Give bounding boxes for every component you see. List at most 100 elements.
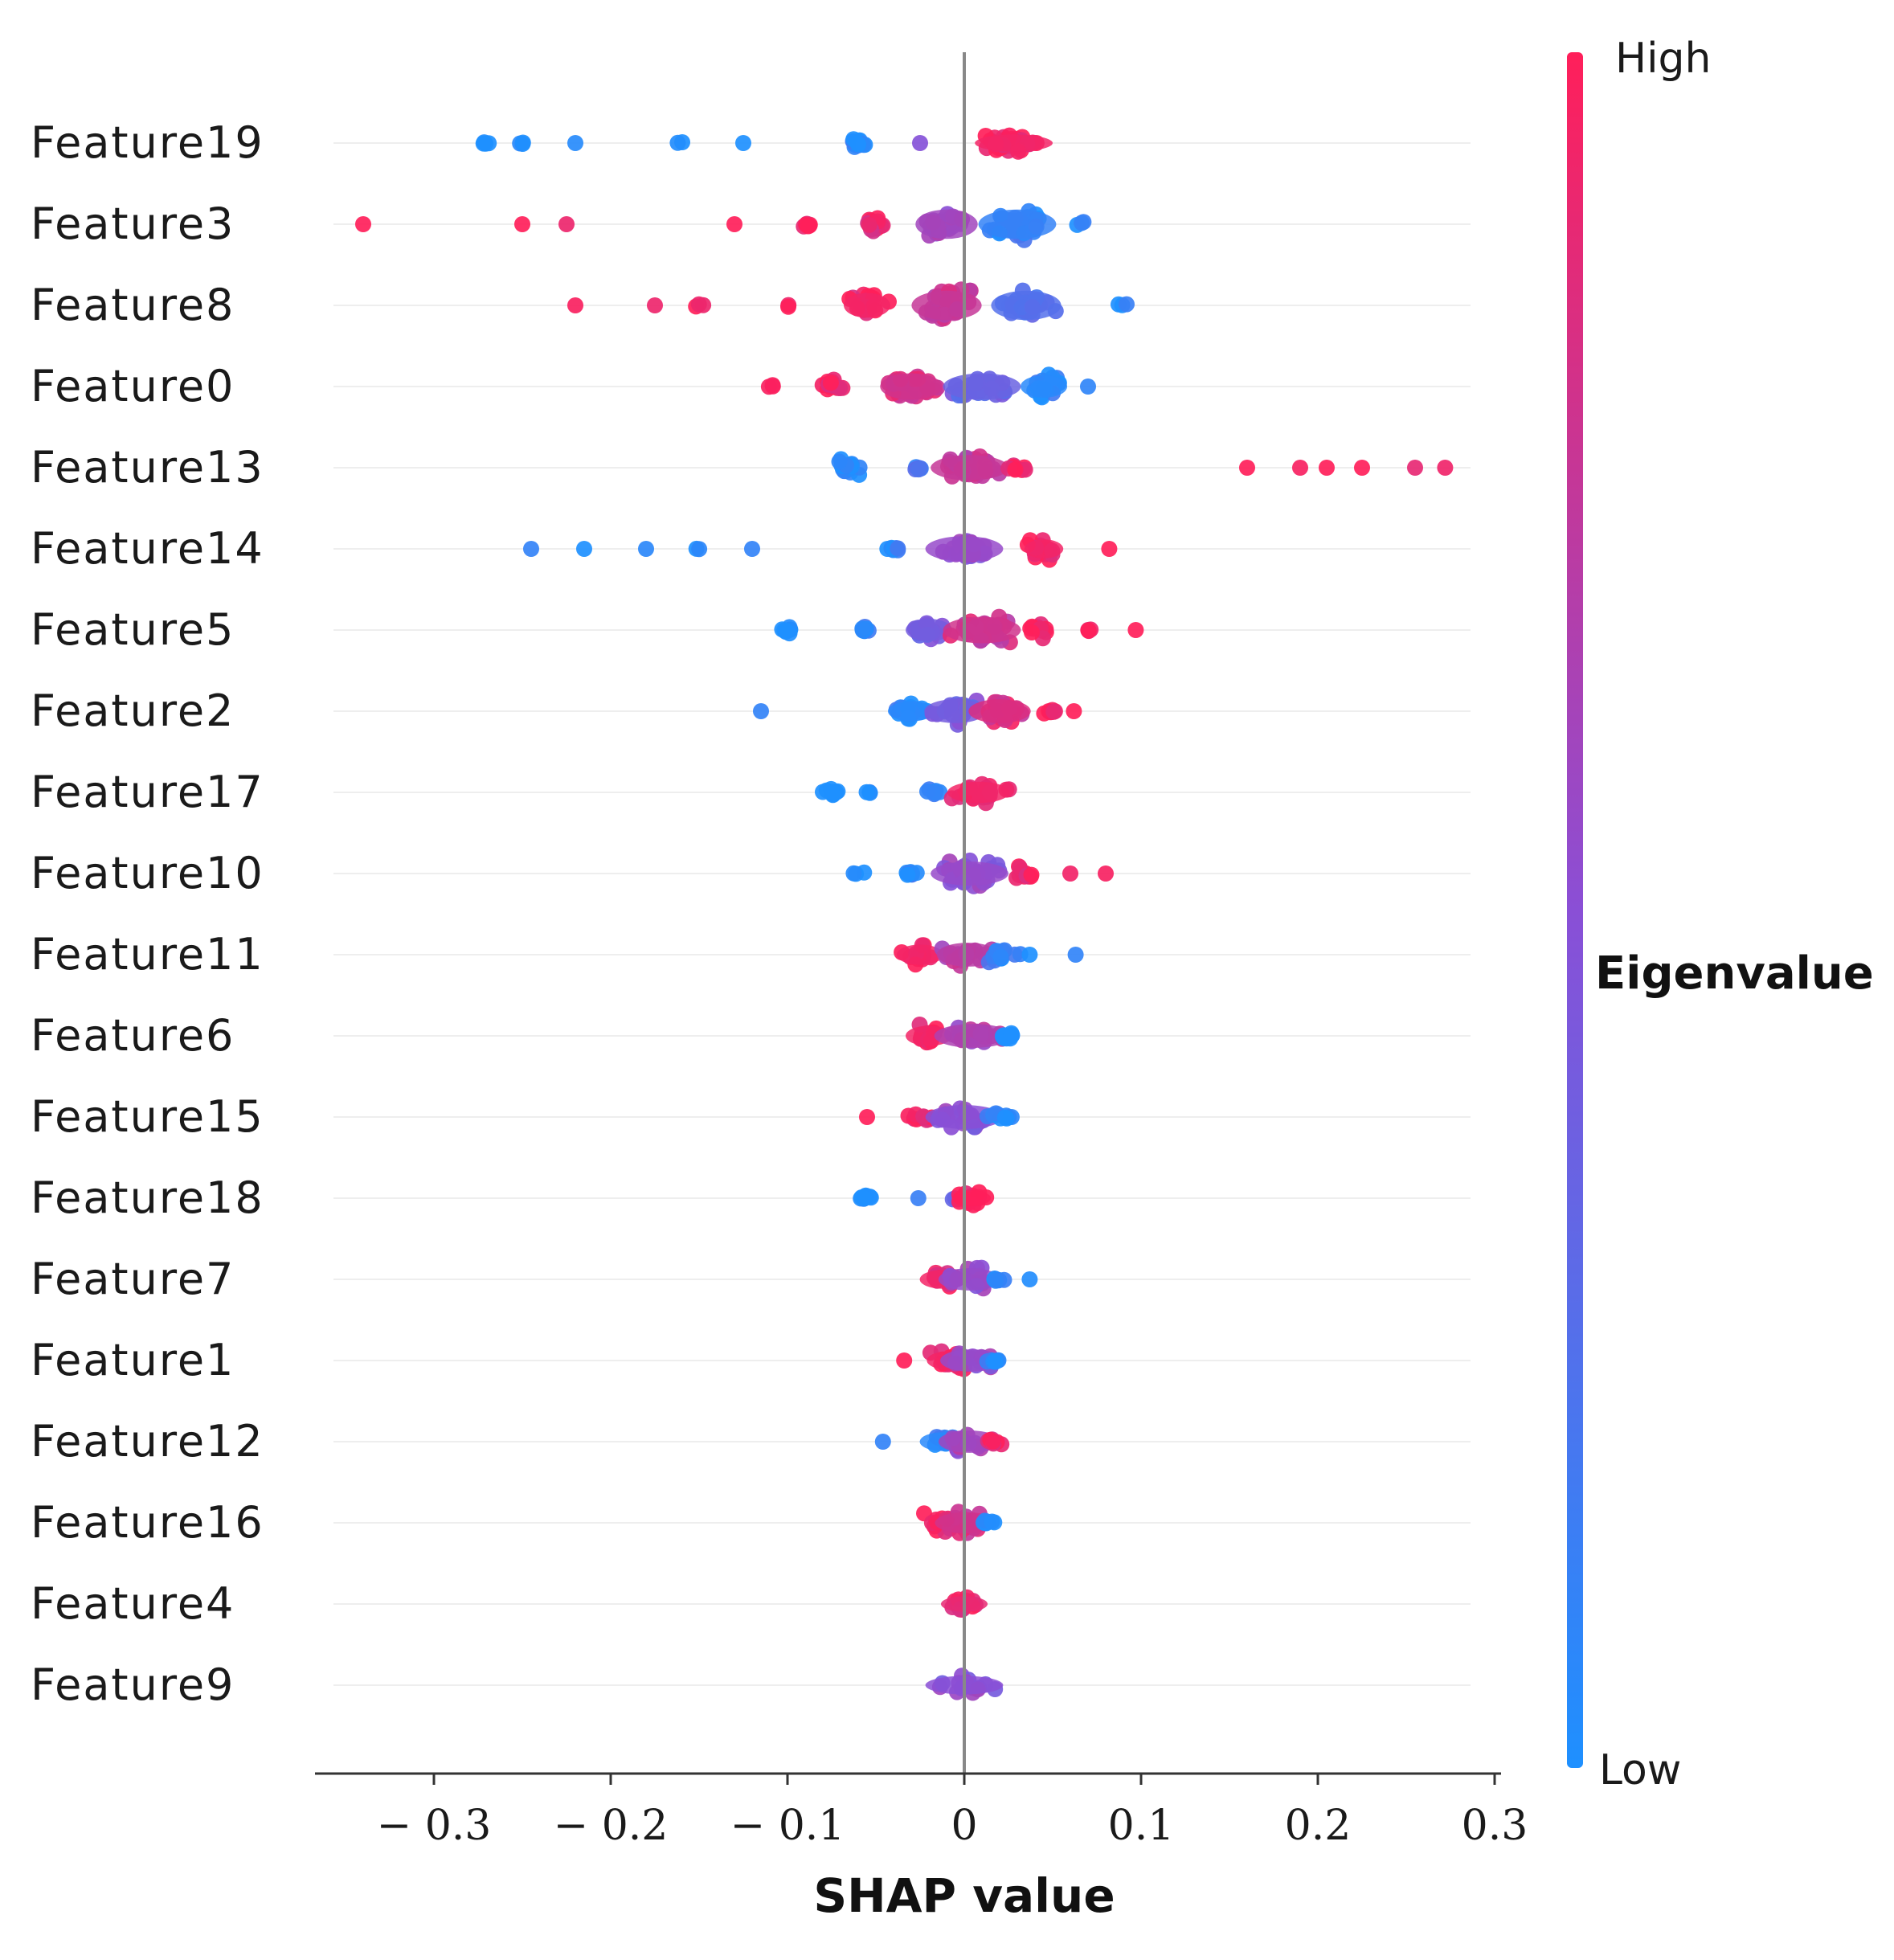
shap-point xyxy=(927,784,943,801)
feature-label-feature16: Feature16 xyxy=(31,1497,264,1548)
x-axis-title: SHAP value xyxy=(813,1868,1115,1923)
shap-point xyxy=(764,377,781,394)
shap-point xyxy=(355,216,371,232)
x-tick-label: 0.2 xyxy=(1285,1802,1352,1850)
colorbar: High Low Eigenvalue xyxy=(1567,35,1874,1794)
shap-density-core xyxy=(978,209,1057,239)
shap-point xyxy=(638,541,654,557)
shap-point xyxy=(776,622,793,639)
shap-point xyxy=(481,135,497,152)
shap-point xyxy=(1407,460,1423,476)
shap-point xyxy=(1080,378,1096,395)
feature-label-feature9: Feature9 xyxy=(31,1659,235,1710)
shap-point xyxy=(874,1434,891,1450)
shap-point xyxy=(1021,947,1038,963)
x-tick-label: 0.3 xyxy=(1462,1802,1528,1850)
shap-point xyxy=(845,865,862,882)
shap-point xyxy=(735,135,751,151)
shap-density-core xyxy=(906,619,952,641)
shap-density-core xyxy=(931,455,1008,481)
feature-label-feature8: Feature8 xyxy=(31,280,235,330)
shap-point xyxy=(780,298,796,315)
shap-point xyxy=(1101,541,1118,557)
x-tick-label: 0 xyxy=(951,1802,977,1850)
feature-label-feature13: Feature13 xyxy=(31,442,264,493)
feature-label-feature12: Feature12 xyxy=(31,1416,264,1467)
shap-point xyxy=(1066,703,1082,719)
shap-point xyxy=(910,461,927,478)
shap-point xyxy=(1045,703,1062,720)
shap-density-core xyxy=(915,209,978,239)
colorbar-title: Eigenvalue xyxy=(1595,947,1874,1000)
shap-point xyxy=(896,1352,913,1369)
feature-row-feature13 xyxy=(831,448,1454,485)
shap-point xyxy=(514,134,531,151)
shap-point xyxy=(912,135,928,151)
feature-row-feature7 xyxy=(919,1259,1038,1297)
shap-point xyxy=(984,1513,1000,1530)
feature-label-feature0: Feature0 xyxy=(31,361,235,411)
shap-point xyxy=(858,784,875,800)
shap-point xyxy=(988,1272,1004,1289)
shap-point xyxy=(1023,866,1040,883)
shap-density-core xyxy=(943,373,1021,400)
shap-point xyxy=(753,703,769,719)
shap-density-core xyxy=(991,290,1062,321)
shap-density-core xyxy=(911,290,982,321)
colorbar-low-label: Low xyxy=(1599,1746,1681,1794)
shap-density-core xyxy=(938,1268,1001,1291)
shap-density-core xyxy=(975,134,1053,152)
feature-label-feature10: Feature10 xyxy=(31,848,264,898)
x-tick-label: 0.1 xyxy=(1108,1802,1175,1850)
feature-row-feature17 xyxy=(815,775,1017,812)
shap-point xyxy=(1021,1271,1038,1287)
shap-point xyxy=(987,1353,1004,1370)
feature-row-feature19 xyxy=(475,127,1053,160)
feature-label-feature15: Feature15 xyxy=(31,1091,264,1142)
feature-label-feature19: Feature19 xyxy=(31,117,264,168)
shap-density-core xyxy=(951,1190,992,1206)
shap-point xyxy=(861,216,877,233)
shap-point xyxy=(567,297,583,313)
shap-point xyxy=(1354,460,1370,476)
shap-point xyxy=(1024,624,1040,640)
shap-point xyxy=(831,453,848,470)
beeswarm-points xyxy=(355,127,1454,1701)
feature-row-feature15 xyxy=(859,1100,1020,1135)
feature-label-feature3: Feature3 xyxy=(31,198,235,249)
shap-point xyxy=(823,780,840,797)
shap-point xyxy=(1437,460,1454,476)
feature-label-feature7: Feature7 xyxy=(31,1254,235,1304)
colorbar-bar xyxy=(1567,52,1583,1768)
shap-density-core xyxy=(934,1024,1012,1048)
feature-row-feature3 xyxy=(355,203,1092,248)
shap-density-core xyxy=(947,781,1010,804)
shap-point xyxy=(1074,215,1090,231)
shap-point xyxy=(1239,460,1255,476)
shap-density-core xyxy=(931,861,1008,886)
feature-row-feature16 xyxy=(916,1504,1003,1541)
feature-label-feature14: Feature14 xyxy=(31,523,264,574)
shap-point xyxy=(899,866,916,883)
shap-point xyxy=(800,218,816,235)
shap-point xyxy=(890,540,906,557)
feature-label-feature11: Feature11 xyxy=(31,929,264,980)
shap-point xyxy=(726,216,742,232)
shap-point xyxy=(1292,460,1308,476)
feature-row-feature5 xyxy=(774,608,1144,651)
shap-density-core xyxy=(888,701,935,722)
shap-point xyxy=(523,541,539,557)
shap-point xyxy=(996,1109,1013,1126)
feature-row-feature8 xyxy=(567,281,1135,327)
shap-point xyxy=(567,135,583,151)
shap-point xyxy=(1003,1025,1020,1041)
shap-point xyxy=(647,297,663,313)
shap-density-core xyxy=(1024,539,1064,559)
shap-density-core xyxy=(968,699,1031,723)
feature-label-feature6: Feature6 xyxy=(31,1010,235,1061)
shap-point xyxy=(1067,947,1084,963)
shap-density-core xyxy=(880,373,943,400)
colorbar-high-label: High xyxy=(1615,35,1712,83)
